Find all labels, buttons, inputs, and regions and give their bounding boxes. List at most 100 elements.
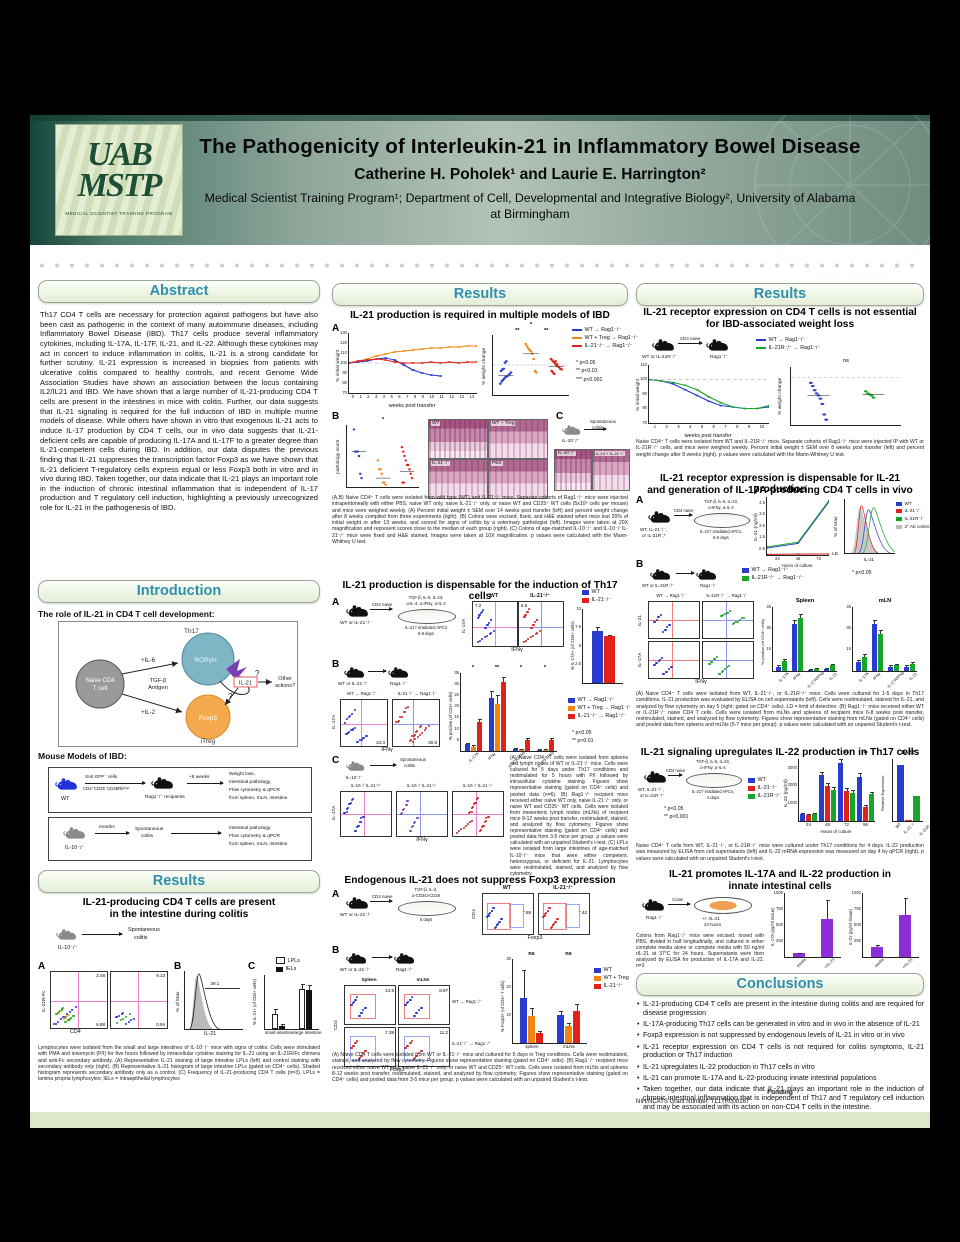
poster: UAB MSTP MEDICAL SCIENTIST TRAINING PROG… — [30, 115, 930, 1128]
figure1-legend: WT → Rag1⁻/⁻ WT + Treg → Rag1⁻/⁻ IL-21⁻/… — [572, 327, 638, 351]
uab-mstp-logo: UAB MSTP MEDICAL SCIENTIST TRAINING PROG… — [55, 124, 183, 236]
logo-text-uab: UAB — [87, 136, 153, 173]
figure3-title: IL-21 signaling upregulates IL-22 produc… — [640, 747, 920, 758]
panel-label-A: A — [332, 323, 340, 334]
il10ko-mouse-icon — [346, 759, 366, 773]
histology-il10ko: IL-10⁻/⁻ — [554, 449, 592, 491]
figure1-caption: Naive CD4⁺ T cells were isolated from WT… — [636, 439, 924, 458]
figure1-title: IL-21 receptor expression on CD4 T cells… — [643, 307, 917, 318]
logo-text-mstp: MSTP — [77, 167, 163, 205]
pvalue-key-f3: * p<0.05 ** p<0.001 — [664, 806, 689, 821]
cd4-arrow — [668, 772, 683, 777]
flow-il17a-wt — [648, 641, 700, 679]
cd4-development-diagram: Naive CD4 T cell Th17 RORγt+ Foxp3 iTreg… — [58, 621, 298, 747]
il6-arrow-label: +IL-6 — [141, 658, 156, 664]
other-actions-label: Other — [278, 676, 292, 682]
section-header-results-1: Results — [38, 870, 320, 893]
il21-box — [233, 676, 258, 688]
flow-foxp3-spleen-wt: 14.5 — [344, 985, 396, 1025]
figure1-title: IL-21 production is required in multiple… — [350, 310, 610, 321]
naive-cd4-cell — [75, 659, 125, 709]
weightchange-scatter: ns — [790, 358, 901, 426]
donor-mouse-icon — [344, 665, 366, 680]
colitis-arrow — [82, 931, 123, 936]
treg-line-swatch — [572, 337, 582, 339]
figure3-legend: WT IL-21⁻/⁻ IL-21R⁻/⁻ — [748, 777, 781, 801]
flow-th17-wt: 7.2 — [472, 601, 518, 647]
cytokine-barchart: 5 10 15 20 25 30 35 * ** * * IL-17A IFNγ IL-17A/IFNγ… — [454, 665, 557, 769]
flow-wt-rag: 24.3 — [340, 699, 388, 747]
transfer-arrow — [368, 668, 387, 673]
figure4-caption: Colons from Rag1⁻/⁻ mice were excised, r… — [636, 933, 764, 970]
flow-plot-il21-stain: 2.48 6.88 — [50, 971, 108, 1029]
mouse-model-2-box: IL-10⁻/⁻ months Spontaneous colitis Inte… — [48, 817, 312, 861]
flow-th17-il21ko: 6.5 — [518, 601, 564, 647]
poster-title: The Pathogenicity of Interleukin-21 in I… — [199, 135, 861, 158]
mouse-models-subtitle: Mouse Models of IBD: — [38, 751, 127, 761]
rag-mouse-icon — [696, 567, 718, 582]
intro-subtitle: The role of IL-21 in CD4 T cell developm… — [38, 609, 215, 619]
column-1: Abstract Th17 CD4 T cells are necessary … — [38, 277, 322, 1112]
panel-label-C: C — [248, 961, 256, 972]
outcome-arrow — [171, 830, 222, 835]
conclusion-item: IL-21 receptor expression on CD4 T cells… — [636, 1044, 924, 1062]
panel-label-B: B — [174, 961, 182, 972]
flow-foxp3-wt: 7.88 — [482, 893, 534, 935]
cd4-arrow — [674, 512, 693, 517]
figure3-caption: Naive CD4⁺ T cells from WT, IL-21⁻/⁻, or… — [636, 843, 924, 862]
svg-text:Antigen: Antigen — [148, 685, 168, 691]
figure2B-legend: WT → Rag1⁻/⁻ IL-21R⁻/⁻ → Rag1⁻/⁻ — [742, 567, 803, 583]
spontaneous-colitis-label: Spontaneous — [135, 827, 164, 832]
treg-cocktail: TGF-β, IL-2, — [414, 887, 438, 892]
weight-line-chart: 70 80 90 100 110 1 2 3 4 5 6 7 8 9 10 — [640, 362, 771, 429]
il22-qpcr-barchart: IL-22 WT IL-21⁻/⁻ IL-21R⁻/⁻ — [892, 750, 930, 836]
globe-watermark — [754, 115, 930, 281]
lpl-swatch — [276, 957, 285, 964]
time-arrow — [187, 780, 224, 785]
flow-col-wt: WT — [489, 593, 499, 599]
question-mark: ? — [255, 669, 260, 678]
funding-label: Funding — [767, 1089, 793, 1096]
rag-mouse-icon — [388, 665, 410, 680]
transfer-arrow — [676, 570, 695, 575]
th17-label: Th17 — [184, 628, 199, 635]
section-header-results-3: Results — [636, 283, 924, 306]
il2-arrow-label: +IL-2 — [141, 710, 156, 716]
donor-mouse-icon — [644, 769, 668, 785]
flow-il17a-rko — [702, 641, 754, 679]
transfer-arrow — [85, 780, 146, 785]
histology-wt-treg: WT + Treg — [488, 419, 548, 459]
dotted-separator — [36, 261, 924, 270]
il22-innate-barchart: 250 500 750 1000 media +rIL-21 — [852, 890, 919, 970]
figure-caption-col1: Lymphocytes were isolated from the small… — [38, 1045, 320, 1083]
wt-line-swatch — [572, 329, 582, 331]
naive-cd4-label: Naive CD4 — [85, 678, 115, 684]
limit-of-detection-label: LD — [832, 551, 838, 556]
il21-box-label: IL-21 — [239, 681, 252, 687]
mouse-model-1-box: WT Sort GFP⁻ cells CD4⁺CD25⁻CD45Rbʰⁱᵍʰ R… — [48, 767, 312, 813]
rag-mouse-icon — [642, 897, 666, 913]
donor-mouse-icon — [652, 337, 676, 353]
donor-mouse-icon — [346, 951, 368, 966]
figure1-legend: WT → Rag1⁻/⁻ IL-21R⁻/⁻ → Rag1⁻/⁻ — [756, 337, 820, 353]
svg-text:T cell: T cell — [93, 686, 107, 692]
poster-authors: Catherine H. Poholek¹ and Laurie E. Harr… — [354, 166, 706, 183]
figure3-caption: (A) Naive CD4 T cells were isolated from… — [332, 1052, 628, 1084]
figure2A-legend: WT IL-21⁻/⁻ — [582, 589, 611, 605]
il22-barchart: 1000 2000 3000 * ** ** 24 48 72 96 — [788, 751, 875, 827]
figure4-title: IL-21 promotes IL-17A and IL-22 producti… — [668, 869, 892, 880]
figure3-title: Endogenous IL-21 does not suppress Foxp3… — [344, 875, 616, 886]
petri-dish-icon — [694, 513, 750, 528]
figure3-legend: WT WT + Treg IL-21⁻/⁻ — [594, 967, 629, 991]
column-2: Results IL-21 production is required in … — [332, 277, 638, 1117]
pathology-scatter: * — [346, 417, 419, 488]
histology-wt: WT — [428, 419, 488, 459]
rag-mouse-icon — [394, 951, 416, 966]
donor-mouse-icon — [346, 895, 370, 911]
rag-mouse-icon — [706, 337, 730, 353]
colitis-arrow — [584, 426, 607, 431]
figure1-caption: (A,B) Naive CD4⁺ T cells were isolated f… — [332, 495, 628, 545]
inhibit-star-icon — [226, 659, 250, 682]
pvalue-key-2B: * p<0.05 ** p<0.01 — [572, 730, 594, 745]
petri-dish-icon — [398, 609, 456, 624]
